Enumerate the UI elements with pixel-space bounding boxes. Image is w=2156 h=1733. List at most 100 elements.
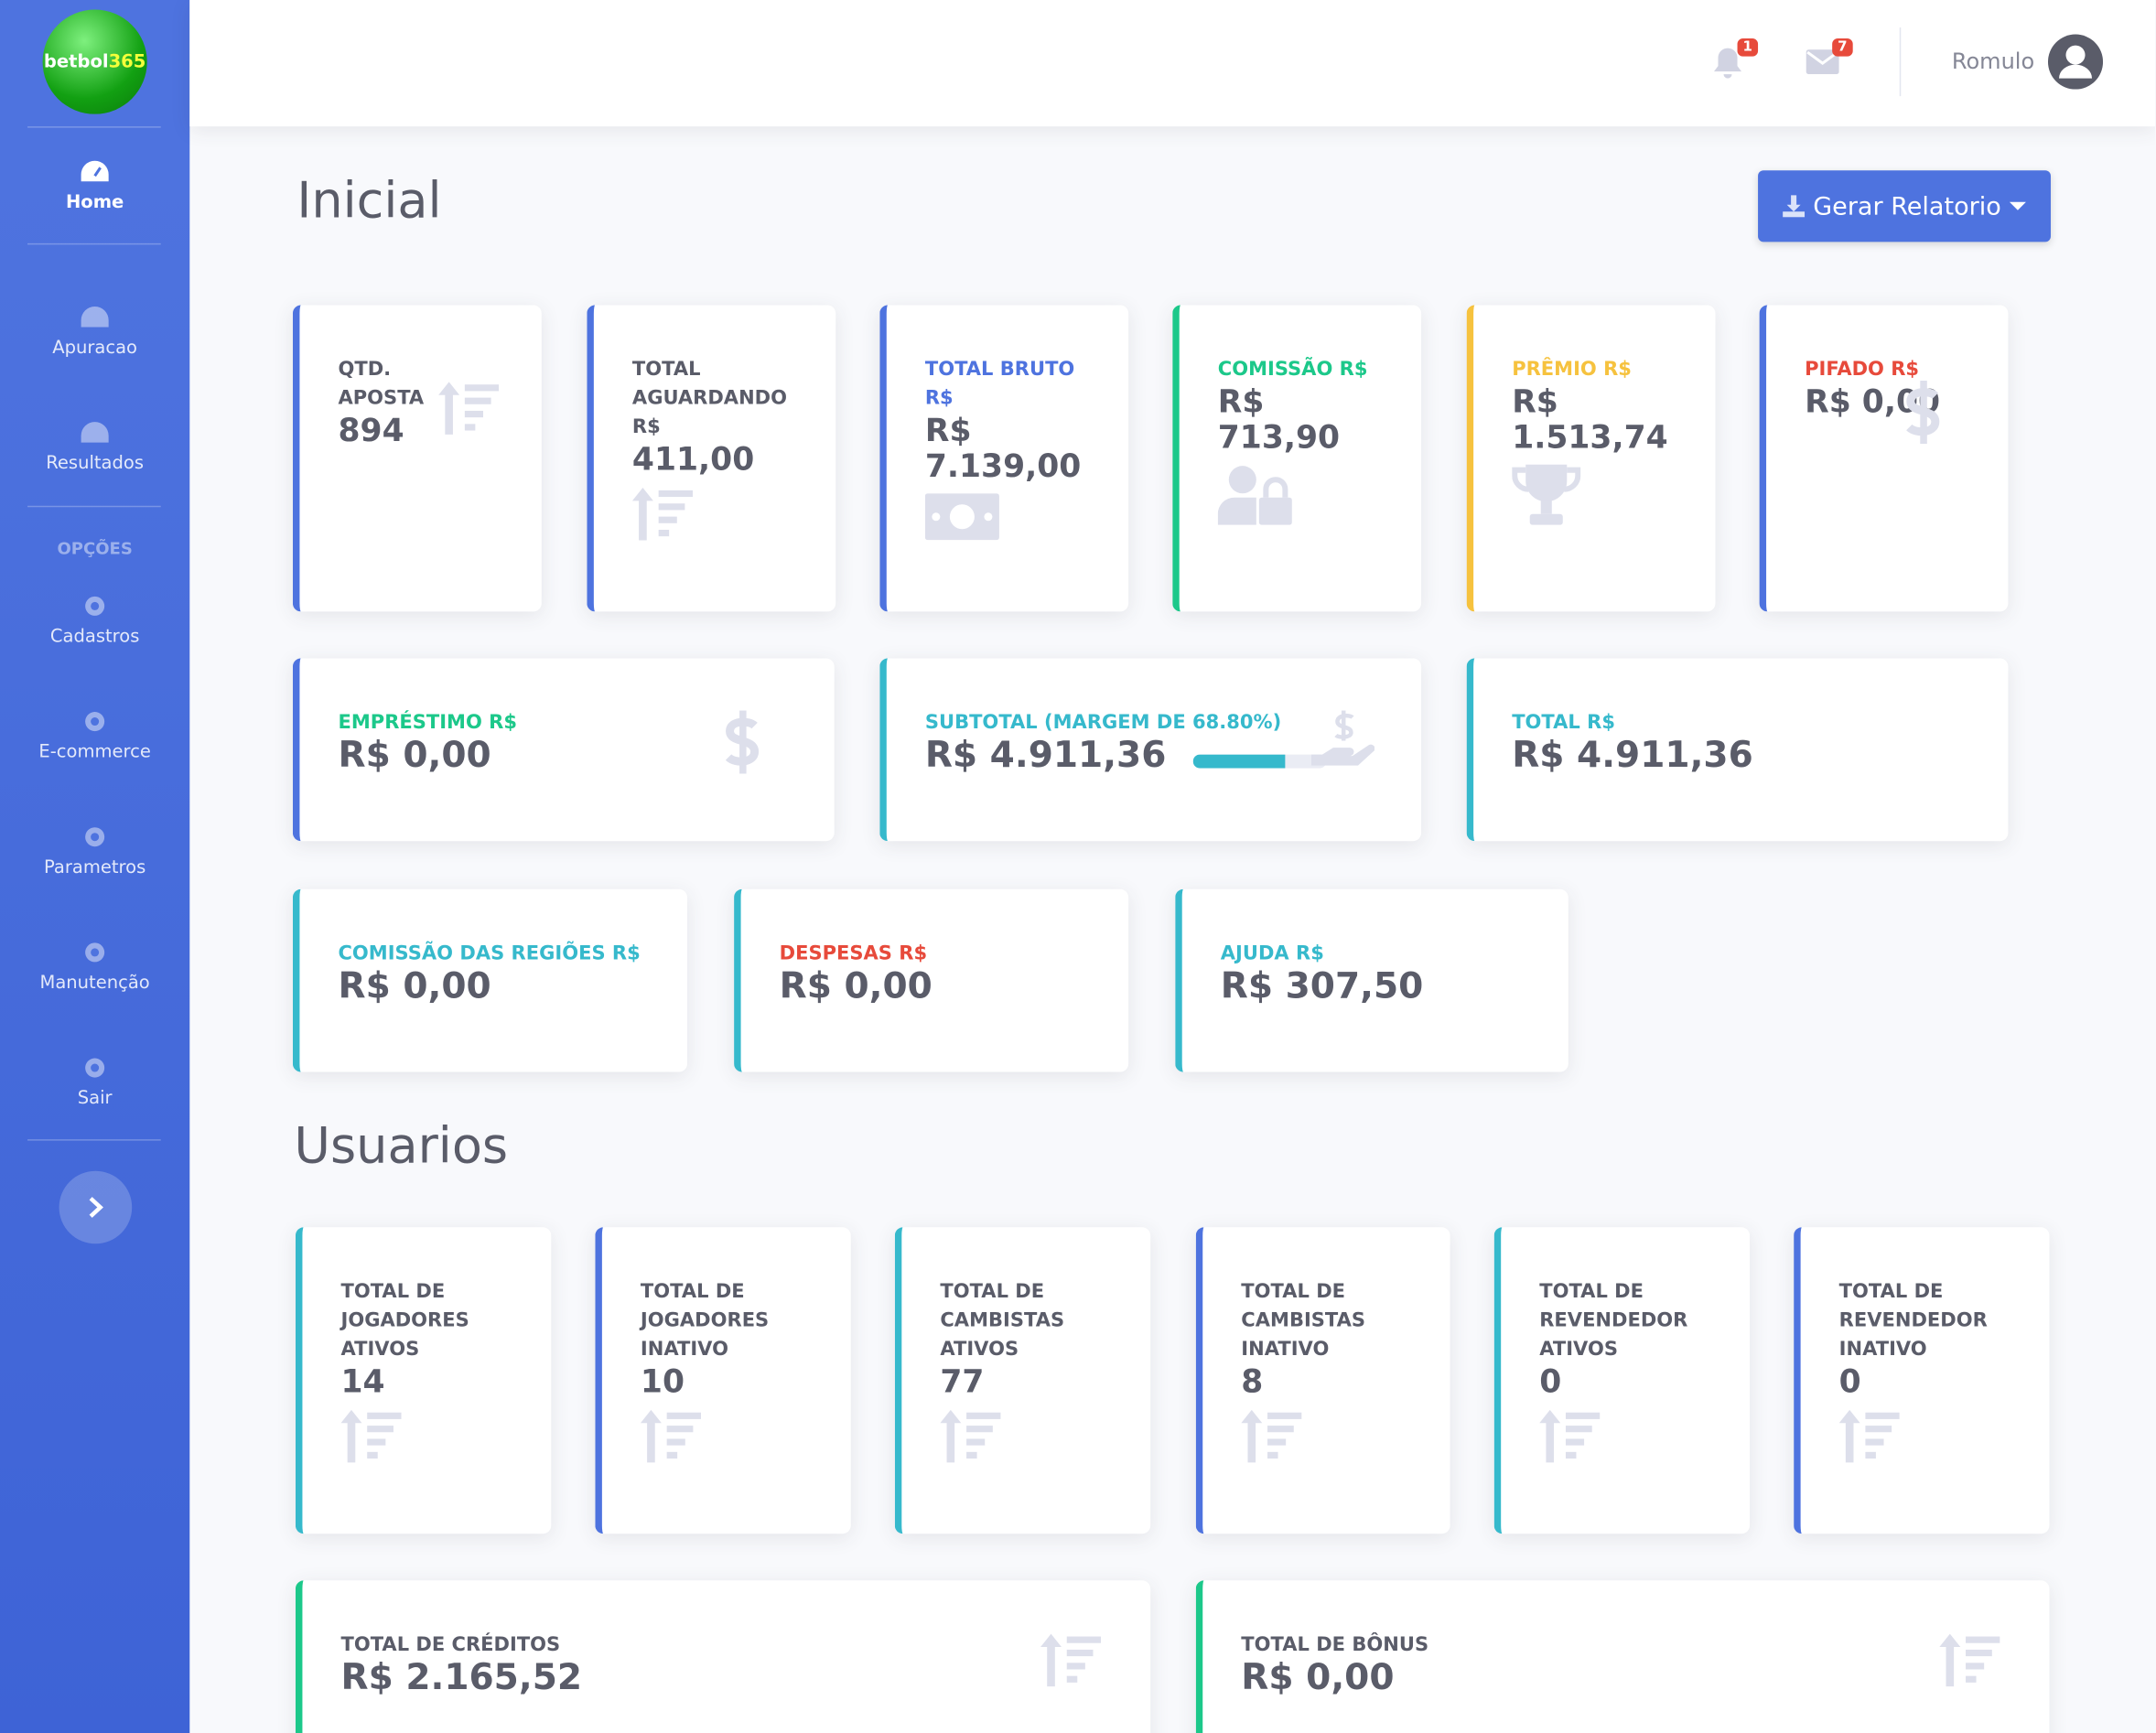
stat-card: TOTAL AGUARDANDO R$ 411,00 — [587, 305, 836, 612]
card-value: R$ 1.513,74 — [1512, 384, 1668, 457]
nav-item[interactable]: Cadastros — [0, 594, 189, 647]
nav-item[interactable]: Home — [0, 159, 189, 213]
nav-icon — [85, 827, 105, 847]
card-label: TOTAL DE CRÉDITOS — [340, 1633, 561, 1656]
divider — [27, 126, 161, 128]
card-value-row: 0 — [1539, 1364, 1718, 1400]
nav-heading: OPÇÕES — [57, 538, 133, 558]
card-icon — [1512, 464, 1635, 531]
card-value-row: 894 — [338, 414, 447, 449]
card-icon — [1539, 1409, 1718, 1469]
card-body: COMISSÃO R$ R$ 713,90 — [1217, 356, 1383, 531]
stat-card: TOTAL DE CAMBISTAS ATIVOS 77 — [894, 1227, 1151, 1534]
nav-icon — [81, 422, 109, 443]
stat-card: TOTAL DE CAMBISTAS INATIVO 8 — [1195, 1227, 1450, 1534]
card-label: COMISSÃO R$ — [1217, 359, 1368, 382]
card-label: SUBTOTAL (MARGEM DE 68.80%) — [924, 712, 1282, 735]
card-value-row: R$ 2.165,52 — [340, 1660, 890, 1695]
card-value: 10 — [640, 1364, 685, 1401]
messages-icon[interactable] — [1806, 49, 1839, 75]
card-body: TOTAL BRUTO R$ R$ 7.139,00 — [924, 356, 1081, 545]
nav-label: Sair — [77, 1088, 113, 1110]
brand-name: betbol — [43, 51, 109, 72]
card-value-row: 411,00 — [632, 443, 797, 479]
card-body: TOTAL DE BÔNUS R$ 0,00 — [1241, 1631, 1791, 1696]
card-label: COMISSÃO DAS REGIÕES R$ — [338, 942, 641, 965]
stat-card: TOTAL DE CRÉDITOS R$ 2.165,52 — [295, 1580, 1151, 1733]
card-body: AJUDA R$ R$ 307,50 — [1221, 940, 1579, 1005]
card-icon — [640, 1409, 819, 1469]
card-value-row: 77 — [940, 1364, 1118, 1400]
report-button[interactable]: Gerar Relatorio — [1758, 170, 2051, 242]
card-value: R$ 0,00 — [1241, 1657, 1395, 1699]
card-value: R$ 4.911,36 — [924, 735, 1167, 777]
card-label: TOTAL DE REVENDEDOR INATIVO — [1838, 1280, 1988, 1361]
alerts-badge: 1 — [1737, 38, 1759, 57]
card-value-row: R$ 4.911,36 — [925, 738, 1338, 774]
card-body: TOTAL DE REVENDEDOR ATIVOS 0 — [1539, 1278, 1718, 1469]
card-icon — [924, 493, 1076, 545]
stat-card: TOTAL BRUTO R$ R$ 7.139,00 — [879, 305, 1129, 612]
nav-icon — [85, 1058, 105, 1078]
brand-logo[interactable]: betbol 365 — [42, 9, 147, 114]
card-value: 14 — [340, 1364, 385, 1401]
user-avatar[interactable] — [2047, 34, 2104, 90]
messages-badge: 7 — [1832, 38, 1853, 57]
card-value-row: R$ 0,00 — [780, 969, 1137, 1005]
stat-card: PIFADO R$ R$ 0,00 — [1759, 305, 2009, 612]
card-value-row: R$ 713,90 — [1218, 385, 1383, 457]
card-label: PIFADO R$ — [1805, 359, 1920, 382]
card-value: 411,00 — [631, 442, 755, 479]
nav-item[interactable]: Resultados — [0, 421, 189, 474]
card-label: TOTAL AGUARDANDO R$ — [631, 359, 788, 439]
nav-item[interactable]: Parametros — [0, 824, 189, 878]
sidebar: betbol 365 Home Apuracao Resultados OPÇÕE… — [0, 0, 190, 1733]
nav-label: Home — [65, 192, 124, 213]
card-value: 0 — [1539, 1364, 1562, 1401]
nav-label: Parametros — [43, 857, 146, 878]
card-label: TOTAL DE JOGADORES INATIVO — [640, 1280, 770, 1361]
card-value: 0 — [1838, 1364, 1861, 1401]
divider — [27, 1139, 161, 1141]
nav-item[interactable]: Manutenção — [0, 940, 189, 994]
nav-item[interactable]: Apuracao — [0, 305, 189, 359]
card-body: COMISSÃO DAS REGIÕES R$ R$ 0,00 — [338, 940, 695, 1005]
card-icon — [631, 487, 797, 547]
card-icon — [1040, 1632, 1102, 1693]
nav-item[interactable]: Sair — [0, 1056, 189, 1110]
stat-card: TOTAL DE JOGADORES ATIVOS 14 — [295, 1227, 552, 1534]
report-button-label: Gerar Relatorio — [1813, 191, 2001, 221]
card-value: R$ 2.165,52 — [340, 1657, 583, 1699]
stat-card: QTD. APOSTA 894 — [292, 305, 542, 612]
card-value-row: 14 — [340, 1364, 519, 1400]
card-body: SUBTOTAL (MARGEM DE 68.80%) R$ 4.911,36 — [925, 709, 1338, 774]
stat-card: EMPRÉSTIMO R$ R$ 0,00 — [292, 658, 835, 842]
card-icon — [725, 710, 760, 780]
card-value-row: 0 — [1839, 1364, 2018, 1400]
card-icon — [1838, 1409, 2018, 1469]
topbar: 1 7 Romulo — [189, 0, 2156, 127]
nav-item[interactable]: E-commerce — [0, 709, 189, 763]
stat-card: TOTAL DE BÔNUS R$ 0,00 — [1195, 1580, 2050, 1733]
stat-card: TOTAL DE JOGADORES INATIVO 10 — [595, 1227, 851, 1534]
card-body: PRÊMIO R$ R$ 1.513,74 — [1512, 356, 1668, 531]
card-label: PRÊMIO R$ — [1512, 359, 1632, 382]
stat-card: DESPESAS R$ R$ 0,00 — [734, 888, 1129, 1072]
brand-suffix: 365 — [108, 51, 146, 72]
progress-track — [1193, 753, 1328, 768]
card-value: R$ 0,00 — [338, 965, 491, 1007]
card-label: TOTAL DE JOGADORES ATIVOS — [340, 1280, 469, 1361]
stat-card: TOTAL DE REVENDEDOR INATIVO 0 — [1794, 1227, 2050, 1534]
card-body: EMPRÉSTIMO R$ R$ 0,00 — [338, 709, 750, 774]
card-value-row: R$ 4.911,36 — [1512, 738, 1924, 774]
card-icon — [340, 1409, 519, 1469]
card-value: R$ 307,50 — [1220, 965, 1424, 1007]
card-body: TOTAL DE CRÉDITOS R$ 2.165,52 — [340, 1631, 890, 1696]
sidebar-toggle[interactable] — [59, 1170, 133, 1244]
card-value: 8 — [1241, 1364, 1264, 1401]
alerts-icon[interactable] — [1712, 46, 1742, 79]
user-name[interactable]: Romulo — [1951, 48, 2035, 75]
